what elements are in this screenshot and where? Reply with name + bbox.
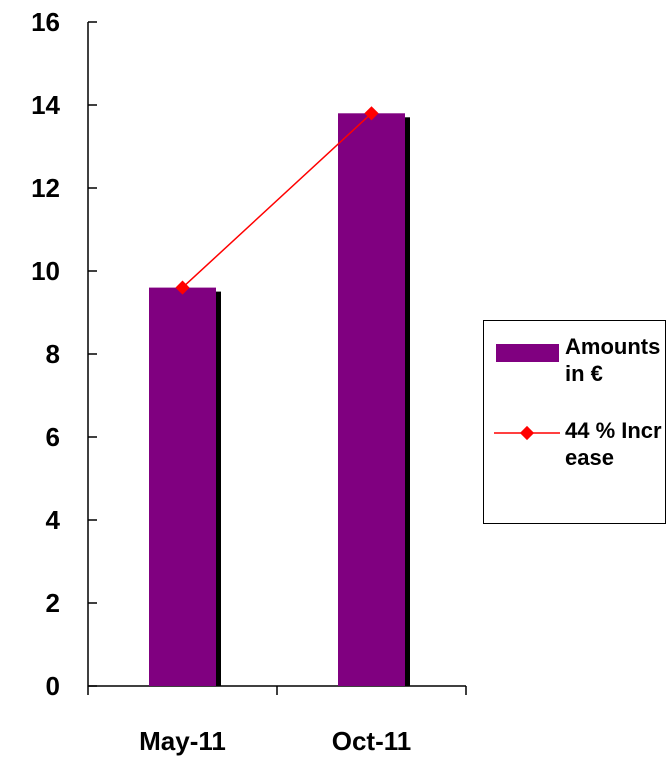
legend-bar-swatch [496, 344, 559, 362]
legend-label-bar: Amounts in € [565, 334, 661, 386]
line-point-marker [364, 106, 379, 121]
line-series-path [181, 112, 373, 289]
bars [149, 113, 410, 687]
legend-label-line: 44 % Increase [565, 418, 662, 470]
legend-line-swatch [494, 425, 560, 441]
x-axis-labels: May-11 Oct-11 [139, 726, 411, 756]
y-tick-label: 0 [46, 671, 60, 701]
bar [149, 287, 216, 686]
bar [338, 113, 405, 687]
x-tick-label: May-11 [139, 726, 226, 756]
legend: Amounts in € 44 % Increase [483, 320, 666, 524]
line-series [175, 106, 379, 295]
x-tick-label: Oct-11 [332, 726, 412, 756]
line-point-marker [175, 280, 190, 295]
y-tick-label: 8 [46, 339, 60, 369]
y-tick-label: 14 [31, 90, 60, 120]
y-tick-label: 2 [46, 588, 60, 618]
y-tick-label: 12 [31, 173, 60, 203]
y-tick-label: 4 [46, 505, 61, 535]
y-tick-label: 16 [31, 7, 60, 37]
y-axis-ticks: 0 2 4 6 8 10 12 14 16 [31, 7, 97, 701]
y-tick-label: 10 [31, 256, 60, 286]
y-tick-label: 6 [46, 422, 60, 452]
